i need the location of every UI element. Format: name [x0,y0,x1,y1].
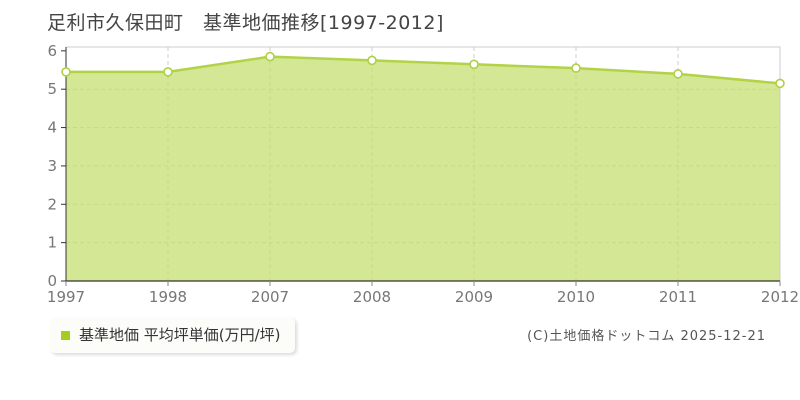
x-tick-label: 2011 [659,288,697,306]
y-tick-label: 4 [47,119,57,137]
y-tick-label: 0 [47,272,57,290]
x-tick-label: 2007 [251,288,289,306]
series-line [66,55,781,85]
data-point-marker [571,63,581,73]
x-tick-label: 1997 [47,288,85,306]
data-point-marker [469,59,479,70]
data-point-marker [265,51,275,62]
price-trend-area-chart: 0 1 2 3 4 5 6 1997 1998 2007 2008 2009 2010 2011 2012 [47,42,799,306]
data-point-marker [673,69,683,79]
y-tick-label: 5 [47,80,57,98]
y-tick-label: 1 [47,234,57,252]
series-area-fill [66,56,780,281]
copyright-text: (C)土地価格ドットコム 2025-12-21 [527,329,766,344]
x-tick-label: 2009 [455,288,493,306]
x-tick-label: 2012 [761,288,799,306]
legend: 基準地価 平均坪単価(万円/坪) [50,317,295,353]
y-tick-label: 2 [47,195,57,213]
x-tick-label: 2010 [557,288,595,306]
x-tick-label: 2008 [353,288,391,306]
legend-series-label: 基準地価 平均坪単価(万円/坪) [79,326,281,344]
y-tick-label: 6 [47,42,57,60]
y-tick-label: 3 [47,157,57,175]
data-point-marker [367,55,377,66]
chart-title: 足利市久保田町 基準地価推移[1997-2012] [47,12,444,34]
data-point-marker [163,67,173,77]
legend-series-marker-icon [61,330,70,340]
data-point-marker [775,78,785,89]
x-tick-label: 1998 [149,288,187,306]
data-point-marker [61,67,71,77]
